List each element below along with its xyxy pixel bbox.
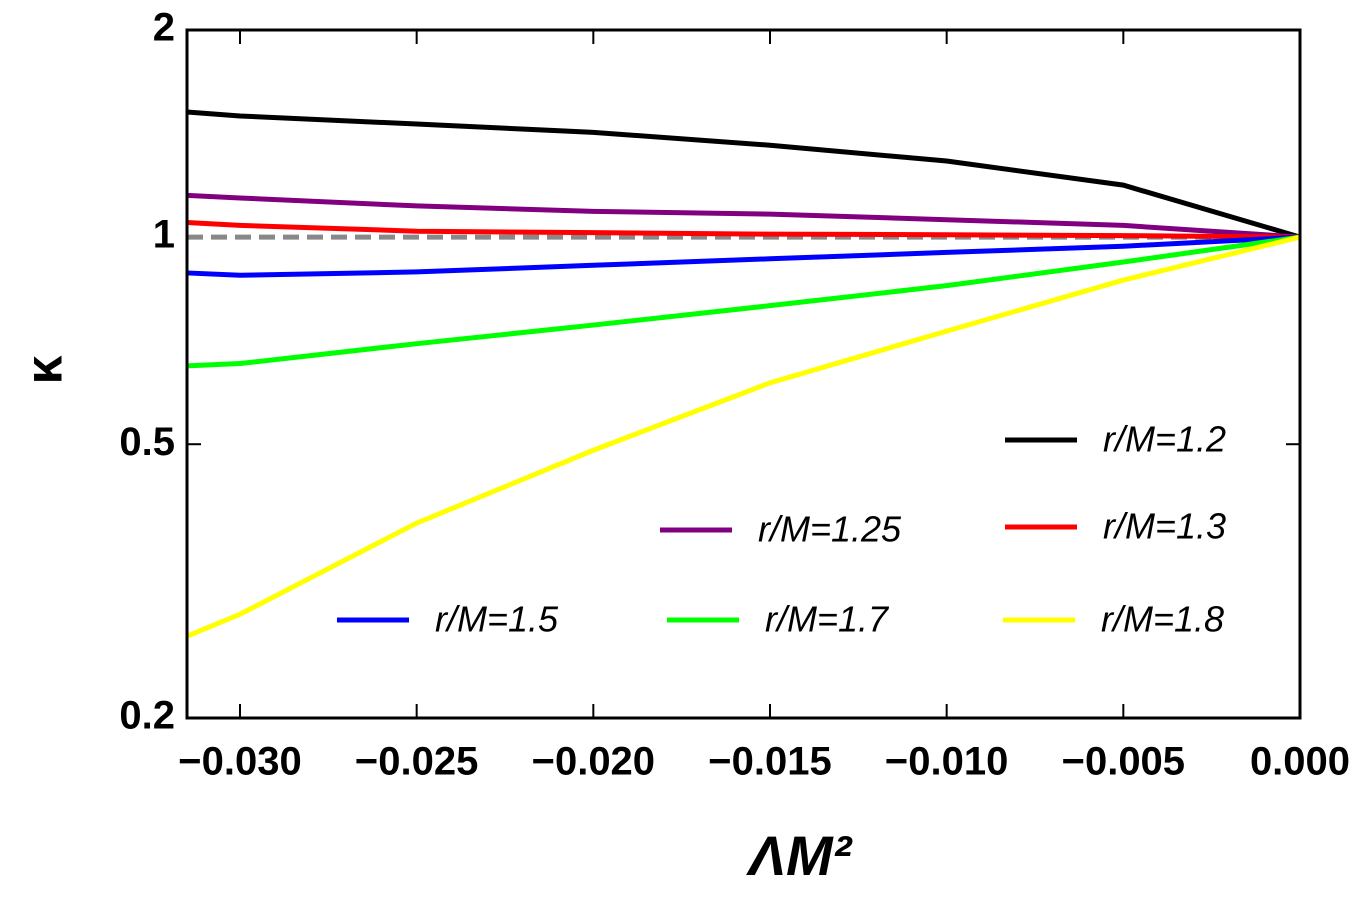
plot-frame: [185, 28, 1302, 720]
legend-label: r/M=1.7: [765, 599, 890, 640]
y-axis-label: κ: [16, 356, 74, 385]
legend-label: r/M=1.8: [1101, 599, 1224, 640]
x-tick-label: −0.030: [178, 740, 301, 784]
x-tick-label: −0.005: [1062, 740, 1185, 784]
x-tick-label: −0.015: [708, 740, 831, 784]
line-series: [186, 234, 1301, 369]
y-tick-label: 0.5: [119, 420, 175, 464]
x-tick-label: −0.010: [885, 740, 1008, 784]
legend-label: r/M=1.2: [1103, 419, 1226, 460]
line-series: [186, 220, 1301, 240]
y-tick-label: 2: [153, 6, 175, 50]
legend-label: r/M=1.5: [435, 599, 559, 640]
x-axis-label: ΛM²: [746, 824, 853, 887]
x-tick-label: 0.000: [1250, 740, 1350, 784]
line-series: [186, 109, 1301, 240]
x-tick-label: −0.020: [532, 740, 655, 784]
legend-label: r/M=1.3: [1103, 506, 1226, 547]
line-series: [186, 192, 1301, 240]
line-series: [186, 234, 1301, 639]
legend-label: r/M=1.25: [758, 509, 902, 550]
x-tick-label: −0.025: [355, 740, 478, 784]
y-tick-label: 0.2: [119, 694, 175, 738]
line-series: [186, 234, 1301, 278]
y-tick-label: 1: [153, 213, 175, 257]
